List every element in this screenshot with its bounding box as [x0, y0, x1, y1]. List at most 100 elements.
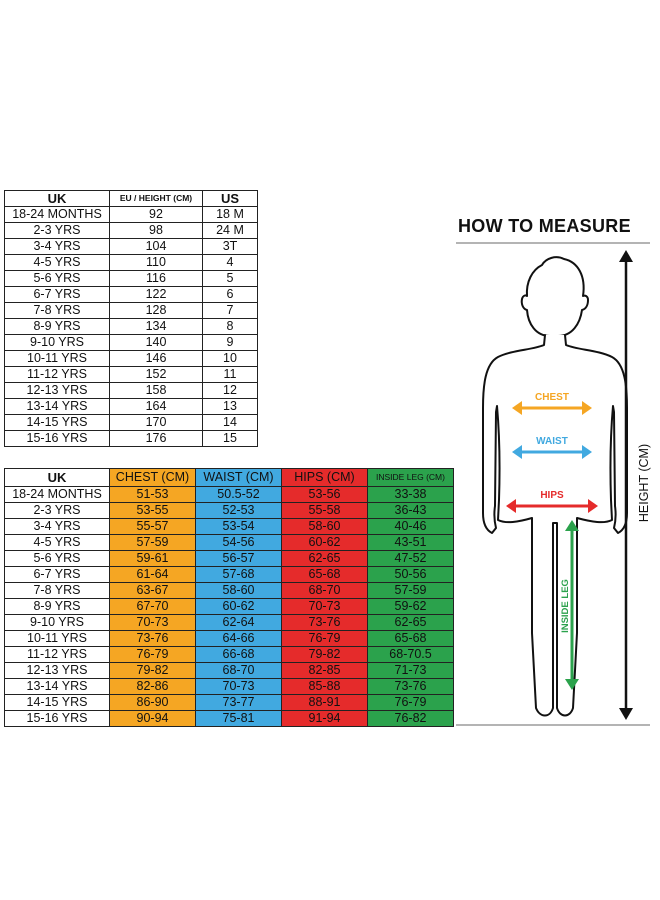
table-cell: 134 — [109, 318, 203, 335]
table-cell: 14-15 YRS — [4, 414, 110, 431]
table-row: 7-8 YRS 128 7 — [4, 302, 258, 319]
table-cell: 110 — [109, 254, 203, 271]
table-cell: 65-68 — [281, 566, 368, 583]
table-cell: 3T — [202, 238, 258, 255]
height-arrow — [619, 250, 633, 720]
hips-arrow — [506, 499, 598, 513]
table-cell: 7-8 YRS — [4, 582, 110, 599]
table-cell: 88-91 — [281, 694, 368, 711]
table-cell: 82-85 — [281, 662, 368, 679]
table-cell: 62-65 — [367, 614, 454, 631]
table-cell: 53-54 — [195, 518, 282, 535]
table-cell: 73-76 — [367, 678, 454, 695]
table-cell: 50-56 — [367, 566, 454, 583]
table-row: 18-24 MONTHS 92 18 M — [4, 206, 258, 223]
table-cell: 57-59 — [109, 534, 196, 551]
table-row: 3-4 YRS 55-57 53-54 58-60 40-46 — [4, 518, 454, 535]
table-cell: 85-88 — [281, 678, 368, 695]
waist-arrow — [512, 445, 592, 459]
table-cell: 9-10 YRS — [4, 614, 110, 631]
table-cell: 14 — [202, 414, 258, 431]
table-cell: 5-6 YRS — [4, 270, 110, 287]
table-cell: 76-79 — [281, 630, 368, 647]
table-row: 4-5 YRS 110 4 — [4, 254, 258, 271]
header-uk: UK — [4, 468, 110, 487]
table-cell: 70-73 — [281, 598, 368, 615]
table-cell: 10-11 YRS — [4, 350, 110, 367]
table-cell: 146 — [109, 350, 203, 367]
table-cell: 51-53 — [109, 486, 196, 503]
table-cell: 15 — [202, 430, 258, 447]
header-eu-height: EU / HEIGHT (CM) — [109, 190, 203, 207]
table-cell: 3-4 YRS — [4, 518, 110, 535]
table-cell: 86-90 — [109, 694, 196, 711]
measurement-table-body: 18-24 MONTHS 51-53 50.5-52 53-56 33-38 2-3 YR… — [4, 486, 454, 727]
table-cell: 104 — [109, 238, 203, 255]
table-cell: 140 — [109, 334, 203, 351]
table-header-row: UK EU / HEIGHT (CM) US — [4, 190, 258, 207]
table-cell: 64-66 — [195, 630, 282, 647]
table-cell: 68-70 — [195, 662, 282, 679]
table-row: 5-6 YRS 116 5 — [4, 270, 258, 287]
table-cell: 13-14 YRS — [4, 398, 110, 415]
table-row: 5-6 YRS 59-61 56-57 62-65 47-52 — [4, 550, 454, 567]
hips-label: HIPS — [540, 490, 564, 501]
table-cell: 12 — [202, 382, 258, 399]
table-cell: 18 M — [202, 206, 258, 223]
table-cell: 13-14 YRS — [4, 678, 110, 695]
table-row: 2-3 YRS 53-55 52-53 55-58 36-43 — [4, 502, 454, 519]
table-row: 6-7 YRS 61-64 57-68 65-68 50-56 — [4, 566, 454, 583]
table-cell: 68-70.5 — [367, 646, 454, 663]
table-cell: 9 — [202, 334, 258, 351]
table-cell: 91-94 — [281, 710, 368, 727]
table-cell: 76-82 — [367, 710, 454, 727]
table-cell: 57-68 — [195, 566, 282, 583]
inside-leg-arrow — [565, 520, 579, 690]
table-cell: 57-59 — [367, 582, 454, 599]
table-cell: 4 — [202, 254, 258, 271]
child-silhouette-icon — [482, 256, 628, 717]
table-cell: 54-56 — [195, 534, 282, 551]
table-cell: 75-81 — [195, 710, 282, 727]
table-cell: 61-64 — [109, 566, 196, 583]
table-cell: 2-3 YRS — [4, 222, 110, 239]
table-cell: 65-68 — [367, 630, 454, 647]
waist-label: WAIST — [536, 436, 568, 447]
table-cell: 98 — [109, 222, 203, 239]
table-row: 15-16 YRS 90-94 75-81 91-94 76-82 — [4, 710, 454, 727]
table-row: 18-24 MONTHS 51-53 50.5-52 53-56 33-38 — [4, 486, 454, 503]
table-cell: 82-86 — [109, 678, 196, 695]
table-cell: 90-94 — [109, 710, 196, 727]
table-cell: 9-10 YRS — [4, 334, 110, 351]
header-inside-leg: INSIDE LEG (CM) — [367, 468, 454, 487]
body-measurement-diagram: CHEST WAIST HIPS INSIDE LEG HEIGHT (CM) — [456, 242, 651, 726]
table-cell: 12-13 YRS — [4, 382, 110, 399]
how-to-measure-title: HOW TO MEASURE — [458, 216, 631, 236]
table-cell: 55-58 — [281, 502, 368, 519]
table-row: 12-13 YRS 158 12 — [4, 382, 258, 399]
table-cell: 50.5-52 — [195, 486, 282, 503]
table-cell: 10 — [202, 350, 258, 367]
table-cell: 79-82 — [109, 662, 196, 679]
table-row: 13-14 YRS 164 13 — [4, 398, 258, 415]
table-cell: 8-9 YRS — [4, 598, 110, 615]
table-row: 14-15 YRS 86-90 73-77 88-91 76-79 — [4, 694, 454, 711]
table-cell: 73-76 — [281, 614, 368, 631]
table-row: 14-15 YRS 170 14 — [4, 414, 258, 431]
table-row: 11-12 YRS 152 11 — [4, 366, 258, 383]
table-cell: 53-56 — [281, 486, 368, 503]
table-cell: 52-53 — [195, 502, 282, 519]
table-row: 8-9 YRS 134 8 — [4, 318, 258, 335]
table-cell: 70-73 — [195, 678, 282, 695]
table-row: 10-11 YRS 146 10 — [4, 350, 258, 367]
table-cell: 7 — [202, 302, 258, 319]
chest-label: CHEST — [535, 392, 569, 403]
table-cell: 60-62 — [281, 534, 368, 551]
table-header-row: UK CHEST (CM) WAIST (CM) HIPS (CM) INSID… — [4, 468, 454, 487]
table-cell: 73-77 — [195, 694, 282, 711]
table-cell: 58-60 — [195, 582, 282, 599]
table-cell: 5 — [202, 270, 258, 287]
table-cell: 14-15 YRS — [4, 694, 110, 711]
table-row: 4-5 YRS 57-59 54-56 60-62 43-51 — [4, 534, 454, 551]
header-chest: CHEST (CM) — [109, 468, 196, 487]
